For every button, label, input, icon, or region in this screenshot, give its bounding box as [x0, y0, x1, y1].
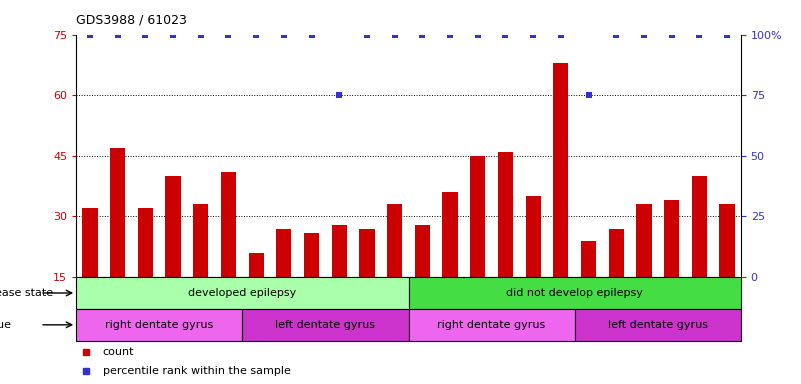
Bar	[498, 152, 513, 277]
Bar	[553, 63, 569, 277]
Bar	[248, 253, 264, 277]
Bar	[609, 228, 624, 277]
Bar	[166, 176, 181, 277]
Bar	[76, 309, 242, 341]
Text: did not develop epilepsy: did not develop epilepsy	[506, 288, 643, 298]
Bar	[636, 204, 651, 277]
Text: right dentate gyrus: right dentate gyrus	[105, 320, 213, 330]
Bar	[415, 225, 430, 277]
Bar	[409, 309, 575, 341]
Bar	[138, 209, 153, 277]
Bar	[664, 200, 679, 277]
Bar	[76, 277, 409, 309]
Text: tissue: tissue	[0, 320, 12, 330]
Bar	[575, 309, 741, 341]
Bar	[276, 228, 292, 277]
Bar	[409, 277, 741, 309]
Bar	[332, 225, 347, 277]
Text: left dentate gyrus: left dentate gyrus	[276, 320, 376, 330]
Text: percentile rank within the sample: percentile rank within the sample	[103, 366, 291, 376]
Bar	[719, 204, 735, 277]
Bar	[470, 156, 485, 277]
Bar	[442, 192, 457, 277]
Text: disease state: disease state	[0, 288, 53, 298]
Bar	[387, 204, 402, 277]
Bar	[83, 209, 98, 277]
Bar	[221, 172, 236, 277]
Bar	[525, 196, 541, 277]
Bar	[110, 148, 125, 277]
Bar	[581, 241, 596, 277]
Text: right dentate gyrus: right dentate gyrus	[437, 320, 545, 330]
Text: left dentate gyrus: left dentate gyrus	[608, 320, 708, 330]
Text: count: count	[103, 347, 135, 357]
Bar	[193, 204, 208, 277]
Text: developed epilepsy: developed epilepsy	[188, 288, 296, 298]
Text: GDS3988 / 61023: GDS3988 / 61023	[76, 14, 187, 27]
Bar	[360, 228, 375, 277]
Bar	[692, 176, 707, 277]
Bar	[242, 309, 409, 341]
Bar	[304, 233, 319, 277]
